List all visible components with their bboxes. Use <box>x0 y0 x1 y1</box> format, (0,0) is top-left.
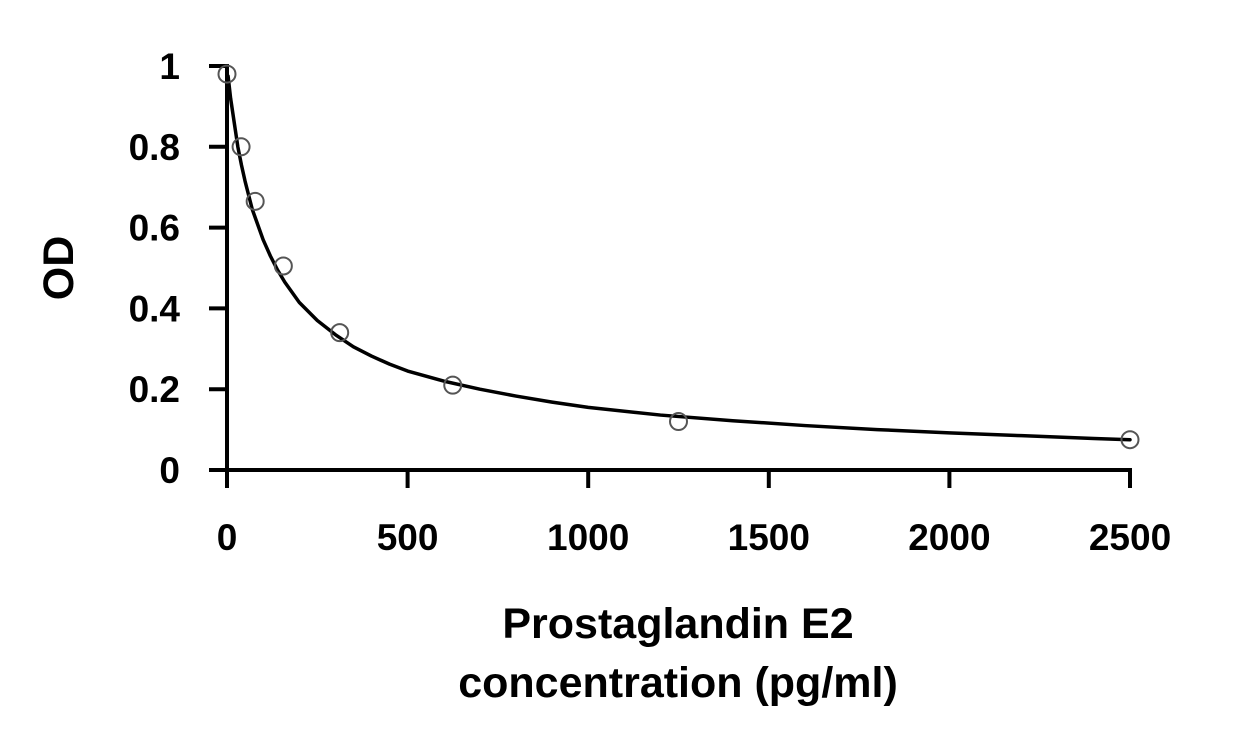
data-point <box>669 412 688 432</box>
y-tick-label: 0.2 <box>129 369 180 410</box>
x-tick-label: 1000 <box>547 517 629 558</box>
x-tick-label: 2000 <box>908 517 990 558</box>
x-axis-title-line-1: Prostaglandin E2 <box>502 600 853 648</box>
x-axis-title-line-2: concentration (pg/ml) <box>458 659 898 707</box>
y-tick-label: 0.8 <box>129 127 180 168</box>
data-point <box>231 137 251 157</box>
axes-group <box>209 64 1132 488</box>
x-tick-label: 2500 <box>1089 517 1171 558</box>
data-point <box>217 64 237 84</box>
y-tick-label: 0.6 <box>129 208 180 249</box>
fitted-curve-line <box>226 74 1132 442</box>
curve-group <box>226 74 1132 442</box>
x-tick-label: 0 <box>217 517 238 558</box>
data-point <box>245 191 265 211</box>
data-point <box>273 256 293 276</box>
y-tick-label: 0.4 <box>129 288 181 329</box>
data-point <box>1120 430 1140 450</box>
y-tick-label: 0 <box>159 450 180 491</box>
labels-group: 0 0.2 0.4 0.6 0.8 1 0 500 1000 1500 2000 2500 <box>129 46 1172 558</box>
y-tick-label: 1 <box>159 46 180 87</box>
x-tick-label: 1500 <box>728 517 810 558</box>
data-point <box>443 375 463 395</box>
points-group <box>217 64 1140 450</box>
x-tick-label: 500 <box>377 517 439 558</box>
data-point <box>330 323 350 343</box>
y-axis-title: OD <box>35 236 83 301</box>
